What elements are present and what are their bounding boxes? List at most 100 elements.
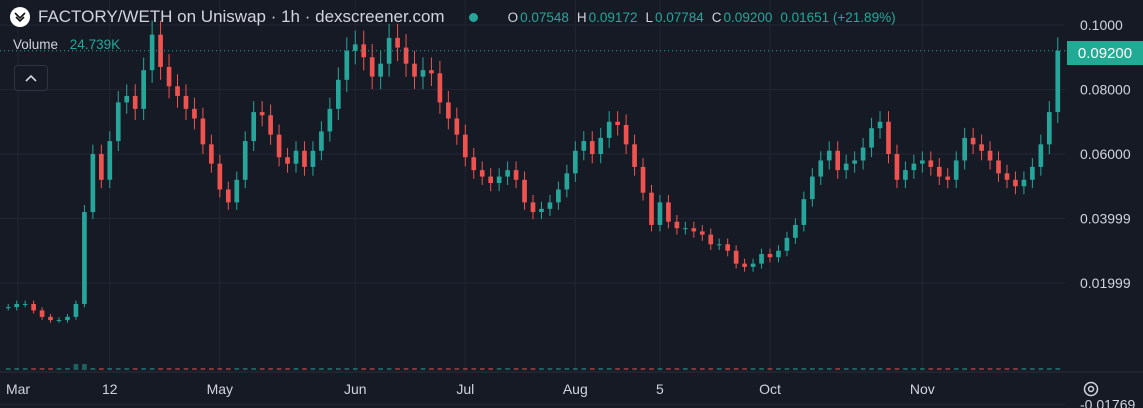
candle-body <box>539 208 544 213</box>
volume-bar <box>683 368 688 370</box>
close-key: C <box>711 9 722 25</box>
volume-bar <box>589 368 595 370</box>
volume-bar <box>1055 368 1061 370</box>
candle-body <box>623 124 629 145</box>
volume-bar <box>725 368 730 370</box>
volume-bar <box>446 368 451 370</box>
candle-body <box>31 303 36 311</box>
candle-body <box>649 192 654 225</box>
candle-body <box>522 179 527 203</box>
volume-bar <box>39 368 45 370</box>
collapse-legend-button[interactable] <box>14 65 48 91</box>
volume-bar <box>403 368 409 370</box>
candle-body <box>14 303 20 308</box>
volume-bar <box>183 368 189 370</box>
candle-body <box>699 231 705 235</box>
settings-button[interactable] <box>1080 378 1102 400</box>
y-tick-label: 0.06000 <box>1080 146 1131 162</box>
candle-body <box>962 137 967 161</box>
volume-bar <box>572 368 578 370</box>
volume-bar <box>217 368 223 370</box>
volume-bar <box>352 368 358 370</box>
candle-body <box>141 70 146 109</box>
volume-bar <box>674 368 680 370</box>
volume-bar <box>175 368 180 370</box>
candle-body <box>1055 50 1061 113</box>
volume-bar <box>479 368 485 370</box>
volume-bar <box>1030 368 1035 370</box>
volume-bar <box>310 368 316 370</box>
candle-body <box>1038 144 1044 167</box>
candle-body <box>386 37 392 64</box>
candle-body <box>877 121 883 129</box>
candle-body <box>953 160 959 180</box>
volume-bar <box>556 368 561 370</box>
volume-bar <box>1004 368 1010 370</box>
candle-body <box>818 160 824 177</box>
candle-body <box>437 73 443 103</box>
candle-body <box>39 310 45 317</box>
candle-body <box>945 176 951 180</box>
candle-body <box>936 166 942 177</box>
candle-body <box>589 141 595 154</box>
volume-bar <box>936 368 942 370</box>
candle-body <box>928 160 934 167</box>
volume-bar <box>598 368 604 370</box>
candle-body <box>759 253 764 264</box>
volume-bar <box>860 368 866 370</box>
volume-bar <box>386 368 392 370</box>
candle-body <box>209 144 214 164</box>
y-tick-label: 0.08000 <box>1080 82 1131 98</box>
x-tick-label: Oct <box>759 381 781 397</box>
volume-bar <box>759 368 764 370</box>
high-key: H <box>576 9 587 25</box>
candle-body <box>462 134 468 158</box>
volume-bar <box>962 368 967 370</box>
candle-body <box>683 228 688 230</box>
volume-bar <box>132 368 138 370</box>
candle-body <box>632 144 637 167</box>
x-tick-label: 12 <box>102 381 118 397</box>
volume-bar <box>336 368 341 370</box>
volume-bar <box>953 368 959 370</box>
candle-body <box>429 70 434 74</box>
volume-bar <box>776 368 781 370</box>
volume-bar <box>801 368 807 370</box>
x-tick-label: Aug <box>563 381 588 397</box>
volume-bar <box>987 368 993 370</box>
volume-bar <box>750 368 756 370</box>
candle-body <box>793 224 798 238</box>
candle-body <box>640 166 646 193</box>
volume-bar <box>826 368 832 370</box>
candle-body <box>107 141 113 180</box>
candle-body <box>970 137 976 145</box>
volume-bar <box>99 368 104 370</box>
volume-bar <box>733 368 739 370</box>
candle-body <box>479 170 485 177</box>
chevron-up-icon <box>25 74 37 82</box>
volume-bar <box>209 368 214 370</box>
high-value: 0.09172 <box>588 9 638 25</box>
candle-body <box>446 102 451 119</box>
candle-body <box>564 173 570 190</box>
volume-bar <box>505 368 510 370</box>
volume-bar <box>615 368 620 370</box>
volume-bar <box>979 368 984 370</box>
x-axis: Mar 12 May Jun Jul Aug 5 Oct Nov <box>6 381 935 397</box>
volume-bar <box>22 368 28 370</box>
candle-body <box>894 154 900 180</box>
candle-body <box>750 263 756 267</box>
candle-body <box>352 44 358 51</box>
volume-bar <box>996 368 1001 370</box>
candle-body <box>293 150 299 164</box>
volume-bar <box>945 368 951 370</box>
candle-body <box>412 63 417 77</box>
candle-body <box>572 150 578 174</box>
candle-body <box>175 86 180 96</box>
volume-bar <box>886 368 891 370</box>
candle-body <box>513 170 519 180</box>
candle-body <box>73 303 79 317</box>
candle-body <box>124 95 130 103</box>
